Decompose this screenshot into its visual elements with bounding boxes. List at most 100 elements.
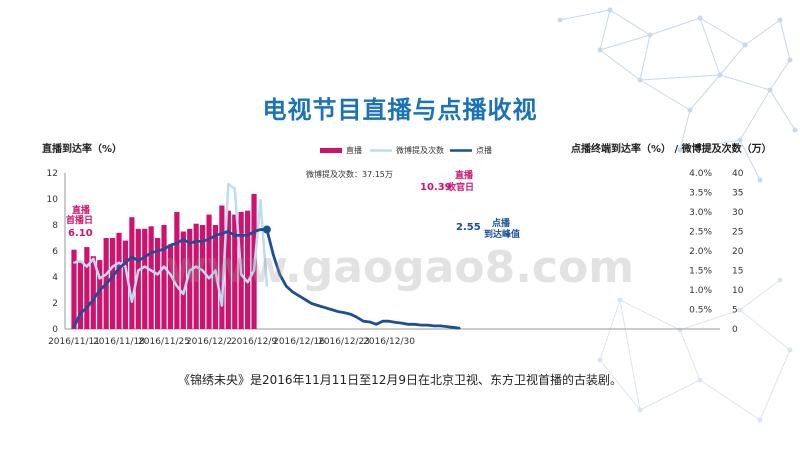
network-edge	[679, 329, 701, 381]
right-count-tick-label: 40	[732, 169, 744, 179]
vod-point	[356, 316, 358, 319]
live-bar	[116, 232, 122, 329]
caption: 《锦绣未央》是2016年11月11日至12月9日在北京卫视、东方卫视首播的古装剧…	[178, 373, 622, 387]
network-node	[597, 47, 603, 53]
vod-point	[163, 248, 165, 250]
right-axis-label-count: / 微博提及次数（万）	[671, 142, 772, 155]
weibo-point	[201, 269, 204, 272]
live-bar	[142, 228, 148, 329]
x-tick-label: 2016/11/18	[93, 337, 145, 347]
vod-point	[208, 238, 210, 241]
vod-point	[118, 267, 120, 270]
legend-label-live: 直播	[346, 145, 362, 155]
legend-label-weibo: 微博提及次数	[396, 145, 444, 155]
right-count-tick-label: 5	[732, 306, 738, 316]
network-node	[787, 57, 793, 63]
right-count-tick-label: 25	[732, 228, 743, 238]
legend-label-vod: 点播	[476, 145, 492, 155]
vod-point	[446, 325, 448, 328]
network-node	[637, 77, 643, 83]
vod-point	[259, 228, 262, 231]
network-edge	[639, 74, 721, 81]
right-count-tick-label: 0	[732, 325, 738, 335]
vod-point	[388, 320, 390, 323]
live-bar	[71, 249, 77, 329]
vod-point	[420, 324, 423, 326]
vod-point	[150, 252, 153, 254]
weibo-point	[208, 277, 210, 280]
vod-point	[426, 324, 429, 326]
network-edge	[759, 349, 791, 421]
vod-point	[304, 298, 307, 301]
weibo-point	[85, 265, 88, 268]
weibo-peak-annotation: 微博提及次数：37.15万	[306, 169, 393, 179]
left-tick-label: 12	[47, 169, 58, 179]
x-tick-label: 2016/11/25	[138, 337, 190, 347]
live-bar	[129, 217, 135, 329]
weibo-point	[233, 187, 236, 190]
right-count-tick-label: 30	[732, 208, 744, 218]
network-node	[717, 72, 723, 78]
right-pct-tick-label: 3.5%	[689, 189, 712, 199]
live-bar	[90, 256, 96, 329]
weibo-point	[163, 265, 165, 268]
vod-point	[272, 254, 275, 256]
vod-point	[349, 313, 352, 316]
weibo-point	[214, 269, 217, 272]
live-first-day-line1: 直播	[72, 204, 91, 216]
live-bar	[245, 210, 251, 329]
vod-point	[439, 324, 442, 327]
network-edge	[679, 309, 741, 331]
network-edge	[599, 359, 641, 411]
live-bar	[174, 212, 180, 329]
vod-point	[298, 294, 300, 297]
weibo-point	[111, 265, 114, 268]
network-edge	[739, 139, 761, 181]
network-edge	[599, 34, 651, 51]
weibo-point	[182, 293, 185, 295]
left-tick-label: 6	[52, 247, 58, 257]
weibo-point	[150, 269, 153, 272]
x-tick-label: 2016/12/30	[363, 337, 415, 347]
vod-point	[317, 304, 320, 307]
vod-point	[92, 298, 95, 301]
weibo-point	[169, 273, 172, 276]
network-node	[697, 377, 703, 383]
network-edge	[679, 109, 691, 151]
vod-point	[278, 273, 281, 276]
right-axis-label: 点播终端到达率（%） / 微博提及次数（万）	[571, 142, 772, 155]
network-edge	[699, 17, 746, 46]
vod-point	[330, 308, 333, 311]
network-edge	[779, 19, 791, 61]
vod-point	[362, 320, 365, 323]
network-edge	[719, 74, 771, 91]
vod-peak-label2: 到达峰值	[484, 228, 520, 240]
right-pct-tick-label: 1.0%	[689, 286, 712, 296]
vod-point	[130, 255, 133, 258]
vod-point	[311, 302, 313, 305]
weibo-point	[259, 199, 262, 202]
watermark: www.gaogao8.com	[166, 242, 634, 293]
network-node	[687, 107, 693, 113]
live-bar	[97, 260, 103, 329]
right-count-tick-label: 35	[732, 189, 743, 199]
vod-point	[79, 312, 82, 315]
weibo-point	[227, 183, 230, 186]
network-edge	[639, 79, 691, 111]
vod-point	[169, 244, 172, 247]
network-edge	[599, 49, 641, 81]
live-bar	[206, 214, 212, 329]
vod-point	[182, 238, 185, 241]
network-node	[607, 7, 613, 13]
vod-point	[407, 323, 410, 326]
vod-point	[323, 306, 326, 309]
weibo-point	[143, 265, 146, 268]
network-edge	[609, 9, 651, 36]
network-edge	[739, 309, 791, 351]
network-edge	[559, 9, 611, 21]
network-edge	[739, 279, 781, 311]
x-tick-label: 2016/12/9	[231, 337, 277, 347]
vod-point	[156, 250, 159, 252]
right-count-tick-label: 20	[732, 247, 744, 257]
